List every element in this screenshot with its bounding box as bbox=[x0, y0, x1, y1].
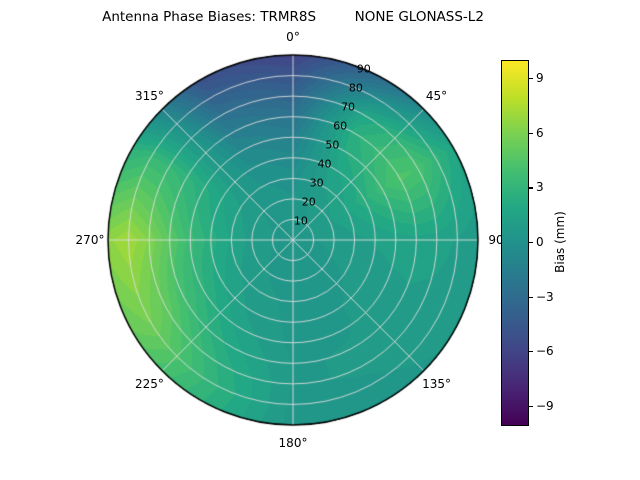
colorbar-label: Bias (mm) bbox=[553, 211, 567, 273]
colorbar-tickmark bbox=[529, 405, 533, 407]
angular-tick-label: 225° bbox=[135, 376, 164, 391]
radial-tick-label: 20 bbox=[301, 195, 316, 209]
colorbar-tick-label: 0 bbox=[536, 235, 544, 249]
angular-tick-label: 0° bbox=[286, 30, 300, 44]
colorbar-tickmark bbox=[529, 296, 533, 298]
colorbar-tick-label: 3 bbox=[536, 180, 544, 195]
radial-tick-label: 80 bbox=[348, 81, 363, 95]
angular-tick-label: 180° bbox=[278, 436, 308, 450]
radial-tick-label: 60 bbox=[333, 119, 348, 133]
radial-tick-label: 40 bbox=[317, 157, 332, 171]
radial-tick-label: 10 bbox=[293, 214, 308, 228]
radial-tick-label: 50 bbox=[325, 138, 340, 152]
radial-tick-label: 90 bbox=[356, 62, 371, 76]
colorbar-tickmark bbox=[529, 78, 533, 80]
radial-tick-label: 30 bbox=[309, 176, 324, 190]
angular-tick-label: 45° bbox=[425, 89, 448, 104]
colorbar-gradient bbox=[501, 60, 529, 426]
colorbar-tickmark bbox=[529, 351, 533, 353]
angular-tick-label: 315° bbox=[135, 89, 164, 104]
colorbar-tick-label: −9 bbox=[536, 398, 554, 413]
colorbar-tickmark bbox=[529, 187, 533, 189]
colorbar-tick-label: 9 bbox=[536, 71, 544, 86]
colorbar-tick-label: −6 bbox=[536, 344, 554, 359]
colorbar-tickmark bbox=[529, 242, 533, 244]
colorbar-tickmark bbox=[529, 132, 533, 134]
angular-tick-label: 90 bbox=[488, 233, 504, 247]
radial-tick-label: 70 bbox=[341, 100, 356, 114]
angular-tick-label: 135° bbox=[422, 376, 451, 391]
colorbar-tick-label: 6 bbox=[536, 125, 544, 140]
colorbar-tick-label: −3 bbox=[536, 289, 554, 304]
angular-tick-label: 270° bbox=[75, 233, 105, 247]
